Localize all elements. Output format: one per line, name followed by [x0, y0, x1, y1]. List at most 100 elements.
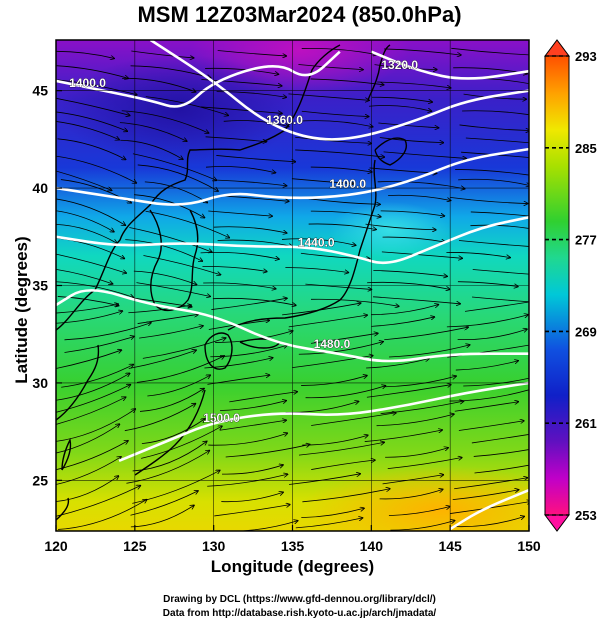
streamline — [288, 315, 367, 328]
streamline — [56, 111, 128, 131]
x-tick-label: 125 — [123, 538, 147, 554]
streamline — [295, 136, 371, 143]
height-contour-line — [449, 488, 529, 531]
streamline — [298, 64, 363, 69]
streamline — [390, 521, 454, 531]
streamline — [310, 333, 378, 344]
streamline — [383, 151, 467, 159]
streamline — [204, 358, 272, 369]
streamline — [120, 139, 182, 159]
streamline — [200, 106, 282, 113]
streamline — [380, 210, 445, 216]
streamline — [455, 361, 518, 371]
streamline — [310, 298, 399, 306]
x-tick-label: 140 — [360, 538, 384, 554]
streamline — [366, 385, 451, 398]
streamline — [301, 47, 377, 54]
streamline — [56, 311, 122, 324]
colorbar-max-arrow — [544, 39, 570, 57]
colorbar-tick-label: 285 — [575, 141, 597, 156]
streamline — [389, 345, 470, 358]
streamline — [449, 389, 529, 402]
streamline — [56, 121, 119, 140]
streamline — [305, 386, 386, 399]
height-contour-line — [370, 50, 529, 80]
map-plot-area: 1400.0 1360.0 1320.0 1400.0 1440.0 1480.0 1500… — [56, 40, 529, 531]
streamline — [132, 470, 219, 504]
wind-streamlines — [56, 47, 529, 531]
streamline — [376, 414, 454, 427]
streamline — [142, 338, 226, 359]
streamline — [458, 240, 529, 247]
streamline — [219, 420, 287, 431]
streamline — [470, 224, 529, 229]
streamline — [379, 137, 444, 143]
streamline — [473, 449, 529, 457]
streamline — [130, 491, 198, 516]
streamline — [202, 265, 266, 271]
streamline — [308, 223, 376, 230]
streamline — [205, 67, 278, 74]
streamline — [458, 421, 524, 431]
streamline — [310, 210, 381, 217]
y-tick-label: 35 — [32, 278, 48, 294]
streamline — [465, 137, 529, 144]
streamline — [56, 269, 113, 284]
streamline — [388, 506, 450, 517]
streamline — [56, 385, 130, 413]
streamline — [456, 516, 524, 528]
streamline — [214, 179, 287, 186]
streamline — [131, 50, 193, 58]
streamline — [216, 155, 295, 161]
streamline — [56, 65, 129, 78]
streamline — [285, 267, 348, 272]
streamline — [382, 236, 446, 242]
streamline — [292, 356, 373, 369]
streamline — [301, 508, 364, 519]
streamline — [454, 478, 527, 490]
streamline — [474, 464, 529, 474]
streamline — [132, 441, 207, 472]
colorbar-tick-label: 269 — [575, 324, 597, 339]
streamline — [311, 460, 375, 470]
streamline — [459, 124, 529, 131]
streamline — [56, 409, 135, 442]
x-tick-label: 135 — [281, 538, 305, 554]
streamline — [207, 474, 287, 487]
contour-label: 1480.0 — [314, 337, 351, 351]
streamline — [298, 442, 384, 456]
streamline — [295, 518, 363, 529]
streamline — [56, 79, 137, 94]
contour-label: 1440.0 — [298, 236, 335, 250]
streamline — [64, 323, 150, 341]
streamline — [387, 458, 462, 470]
streamline — [382, 475, 444, 485]
coastline-japan-honshu — [227, 159, 377, 331]
x-tick-label: 130 — [202, 538, 226, 554]
streamline — [212, 297, 296, 305]
streamline — [64, 336, 133, 353]
contour-label: 1320.0 — [381, 58, 418, 72]
colorbar-tick-label: 261 — [575, 416, 597, 431]
contour-label: 1400.0 — [69, 76, 106, 90]
streamline — [56, 424, 119, 454]
streamline — [291, 178, 354, 184]
streamline — [384, 48, 461, 55]
streamline — [56, 253, 126, 273]
streamline — [214, 505, 290, 517]
streamline — [377, 181, 465, 189]
streamline — [132, 153, 217, 181]
streamline — [221, 492, 283, 503]
streamline — [373, 296, 460, 304]
height-contours — [56, 40, 529, 531]
streamline — [458, 178, 529, 185]
coastline-korea — [149, 209, 199, 312]
streamline — [472, 269, 529, 275]
streamline — [56, 304, 118, 314]
streamline — [56, 397, 126, 425]
streamline — [136, 356, 224, 383]
streamline — [208, 433, 287, 446]
streamline — [462, 110, 529, 116]
streamline — [381, 251, 462, 258]
y-tick-label: 25 — [32, 472, 48, 488]
